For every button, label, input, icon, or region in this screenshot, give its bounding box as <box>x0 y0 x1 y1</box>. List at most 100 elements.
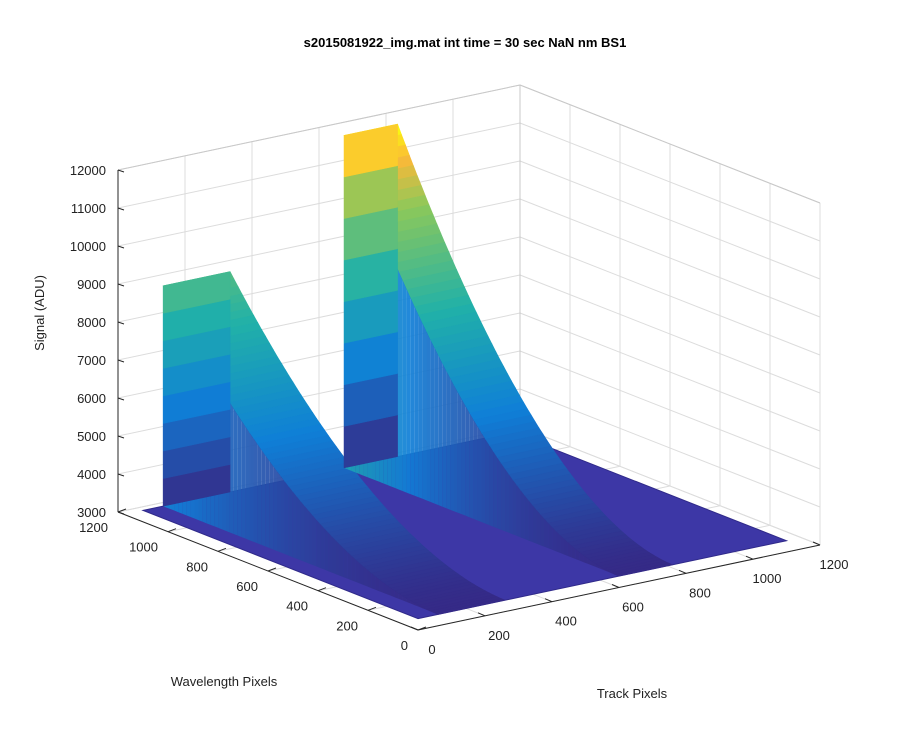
x-tick <box>745 555 754 560</box>
surface-patch <box>418 315 423 499</box>
surface-patch <box>528 500 533 543</box>
surface-patch <box>402 596 407 602</box>
surface-patch <box>399 272 403 492</box>
y-tick <box>267 567 277 572</box>
surface-patch <box>241 420 246 539</box>
surface-patch <box>497 457 502 530</box>
surface-patch <box>422 607 427 610</box>
surface-patch <box>567 542 572 558</box>
surface-patch <box>261 449 266 547</box>
surface-patch <box>469 413 474 519</box>
x-tick <box>678 569 687 574</box>
z-tick <box>117 435 125 439</box>
surface-patch <box>351 555 356 582</box>
surface-patch <box>501 463 506 532</box>
surface-patch <box>414 306 419 498</box>
surface-patch <box>320 523 325 570</box>
surface-patch <box>233 408 238 536</box>
surface-patch <box>520 490 525 539</box>
surface-patch <box>615 574 619 577</box>
back-wall-grid-line <box>117 198 521 285</box>
surface-patch <box>371 573 376 590</box>
surface-patch <box>599 566 604 570</box>
y-tick <box>417 626 427 631</box>
surface-patch <box>367 569 372 589</box>
x-tick <box>812 541 821 546</box>
x-axis-label: Track Pixels <box>597 686 668 701</box>
surface-patch <box>485 439 490 526</box>
surface-patch <box>426 609 431 612</box>
surface-patch <box>532 505 537 544</box>
axes <box>117 169 821 631</box>
z-tick-label: 6000 <box>77 391 106 406</box>
y-tick <box>117 508 127 513</box>
y-tick-label: 800 <box>186 559 208 574</box>
surface-patch <box>383 582 387 595</box>
surface-patch <box>402 280 407 493</box>
surface-patch <box>292 491 297 559</box>
surface-patch <box>304 505 309 564</box>
surface-patch <box>457 392 462 515</box>
y-tick-label: 1200 <box>79 520 108 535</box>
surface-patch <box>387 585 391 596</box>
surface-patch <box>473 419 478 521</box>
x-tick-label: 400 <box>555 614 577 629</box>
surface-patch <box>391 588 395 598</box>
surface-patch <box>607 570 612 573</box>
surface-patch <box>556 531 561 553</box>
surface-patch <box>438 355 443 507</box>
z-tick-label: 5000 <box>77 429 106 444</box>
surface-patch <box>336 540 340 576</box>
surface-patch <box>422 323 427 501</box>
x-tick-label: 1000 <box>753 571 782 586</box>
surface-patch <box>312 515 317 567</box>
surface-patch <box>426 331 431 502</box>
tick-labels: 3000400050006000700080009000100001100012… <box>70 163 849 657</box>
surface-patch <box>509 474 513 535</box>
z-tick-label: 9000 <box>77 277 106 292</box>
y-axis-label: Wavelength Pixels <box>171 674 278 689</box>
surface-patch <box>614 562 674 577</box>
surface-patch <box>237 414 242 538</box>
surface-patch <box>316 519 321 568</box>
x-tick-label: 800 <box>689 585 711 600</box>
surface-patch <box>355 559 360 584</box>
y-tick-label: 1000 <box>129 540 158 555</box>
z-tick <box>117 245 125 249</box>
surface-patch <box>406 289 411 495</box>
surface-patch <box>430 611 435 613</box>
box-edge <box>519 84 821 204</box>
surface-patch <box>461 399 466 516</box>
x-tick <box>544 598 553 603</box>
z-tick <box>117 321 125 325</box>
surface-patch <box>454 385 458 513</box>
side-wall-grid-line <box>519 160 821 280</box>
surface-patch <box>343 123 398 178</box>
y-tick <box>217 547 227 552</box>
surface-patch <box>516 485 521 538</box>
z-tick <box>117 397 125 401</box>
surface-patch <box>442 362 447 509</box>
side-wall-grid-line <box>519 312 821 432</box>
surface-patch <box>434 347 439 505</box>
surface-patch <box>430 339 435 504</box>
surface-patch <box>359 563 364 585</box>
x-tick-label: 0 <box>428 642 435 657</box>
z-tick-label: 10000 <box>70 239 106 254</box>
surface-patch <box>281 476 285 555</box>
surface-patch <box>571 545 576 560</box>
surface-patch <box>505 469 509 533</box>
surface-patch <box>398 593 403 601</box>
surface-patch <box>324 528 329 572</box>
surface-patch <box>394 590 399 599</box>
surface-patch <box>446 370 451 510</box>
y-tick-label: 600 <box>236 579 258 594</box>
surface-patch <box>249 432 254 542</box>
surface-patch <box>552 527 557 552</box>
surface-patch <box>575 549 580 561</box>
z-tick <box>117 511 125 515</box>
surface-patch <box>414 603 419 607</box>
side-wall-grid-line <box>519 350 821 470</box>
x-tick-label: 1200 <box>820 557 849 572</box>
